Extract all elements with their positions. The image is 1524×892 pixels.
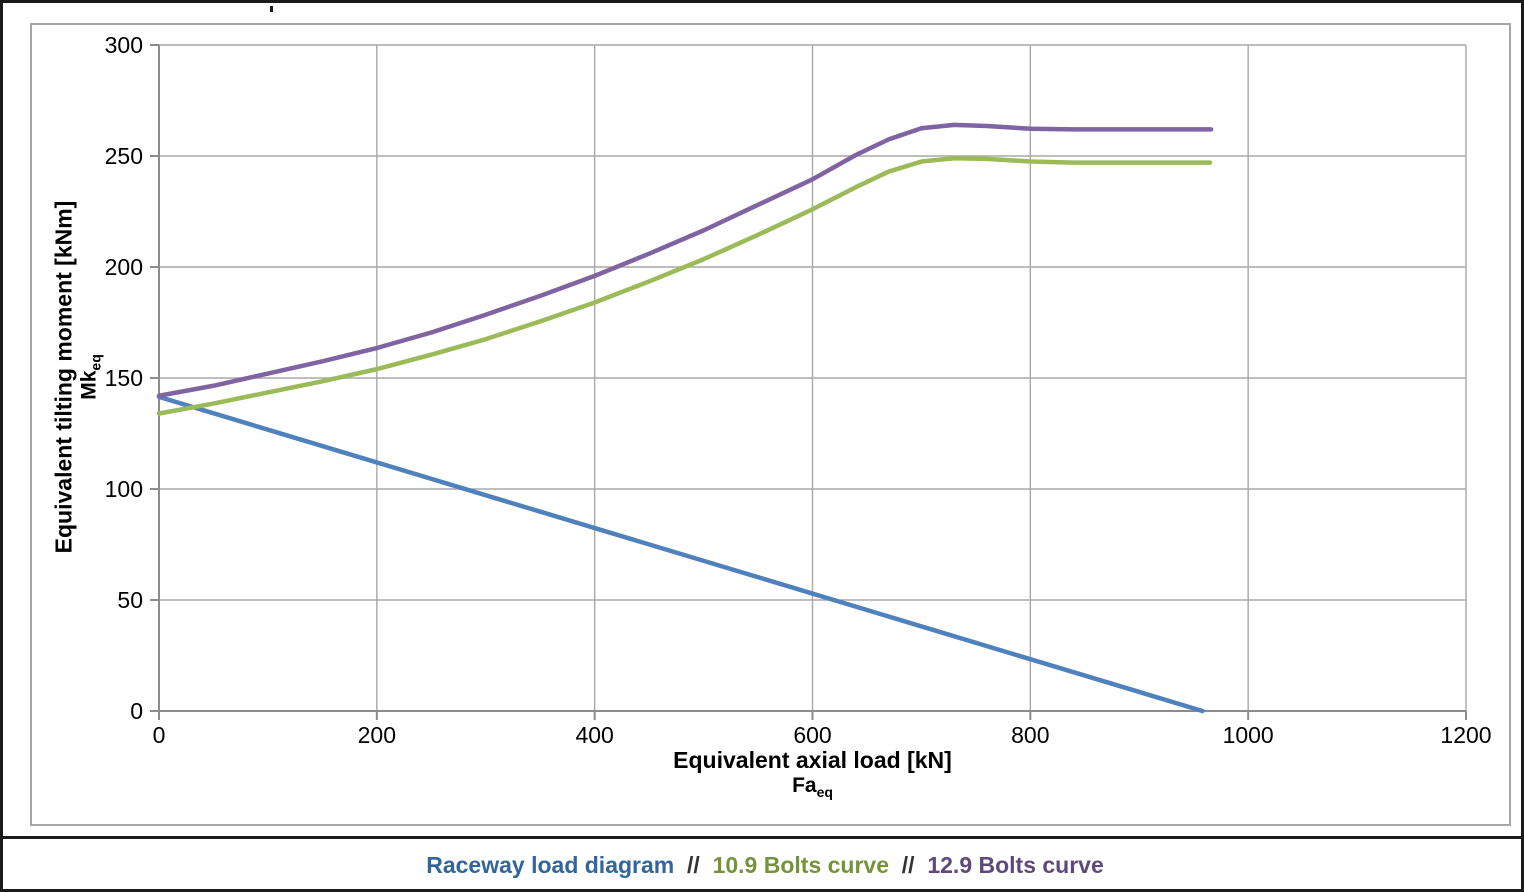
legend-item: 12.9 Bolts curve [927, 852, 1104, 878]
y-tick-label: 200 [104, 254, 143, 280]
x-axis-title: Equivalent axial load [kN] Faeq [159, 747, 1466, 804]
legend-separator: // [674, 852, 713, 878]
series-12-9-bolts-curve [156, 122, 1214, 399]
chart-frame [30, 23, 1511, 826]
x-tick-label: 800 [1011, 722, 1050, 748]
top-edge-artifact-mark [270, 6, 273, 12]
y-axis-tick-labels: 0 50 100 150 200 250 300 [43, 3, 143, 889]
legend-item: Raceway load diagram [426, 852, 675, 878]
x-tick-label: 400 [575, 722, 614, 748]
y-axis-title: Equivalent tilting moment [kNm] Mkeq [50, 201, 107, 554]
series-raceway-load-diagram [156, 394, 1205, 714]
x-axis-tick-labels: 0 200 400 600 800 1000 1200 [3, 722, 1521, 752]
x-tick-label: 1000 [1222, 722, 1274, 748]
y-tick-label: 100 [104, 476, 143, 502]
y-tick-label: 300 [104, 32, 143, 58]
x-tick-label: 0 [152, 722, 166, 748]
legend-item: 10.9 Bolts curve [712, 852, 889, 878]
x-tick-label: 200 [357, 722, 397, 748]
y-axis-symbol-subscript: eq [87, 354, 104, 371]
y-tick-label: 50 [117, 587, 143, 613]
y-tick-label: 250 [104, 143, 143, 169]
x-axis-symbol: Faeq [159, 774, 1466, 804]
legend-separator: // [889, 852, 928, 878]
x-axis-symbol-main: Fa [792, 774, 817, 797]
x-tick-label: 600 [793, 722, 832, 748]
y-axis-symbol: Mkeq [77, 201, 107, 554]
x-axis-title-text: Equivalent axial load [kN] [673, 747, 952, 773]
y-tick-label: 150 [104, 365, 143, 391]
x-axis-symbol-subscript: eq [816, 784, 833, 801]
x-tick-label: 1200 [1440, 722, 1492, 748]
chart-legend: Raceway load diagram // 10.9 Bolts curve… [3, 850, 1521, 880]
legend-separator-rule [3, 836, 1521, 839]
series-10-9-bolts-curve [156, 155, 1213, 416]
y-axis-symbol-main: Mk [77, 370, 101, 400]
y-tick-label: 0 [130, 698, 143, 724]
y-axis-title-text: Equivalent tilting moment [kNm] [50, 200, 77, 554]
plot-svg [150, 44, 1467, 720]
